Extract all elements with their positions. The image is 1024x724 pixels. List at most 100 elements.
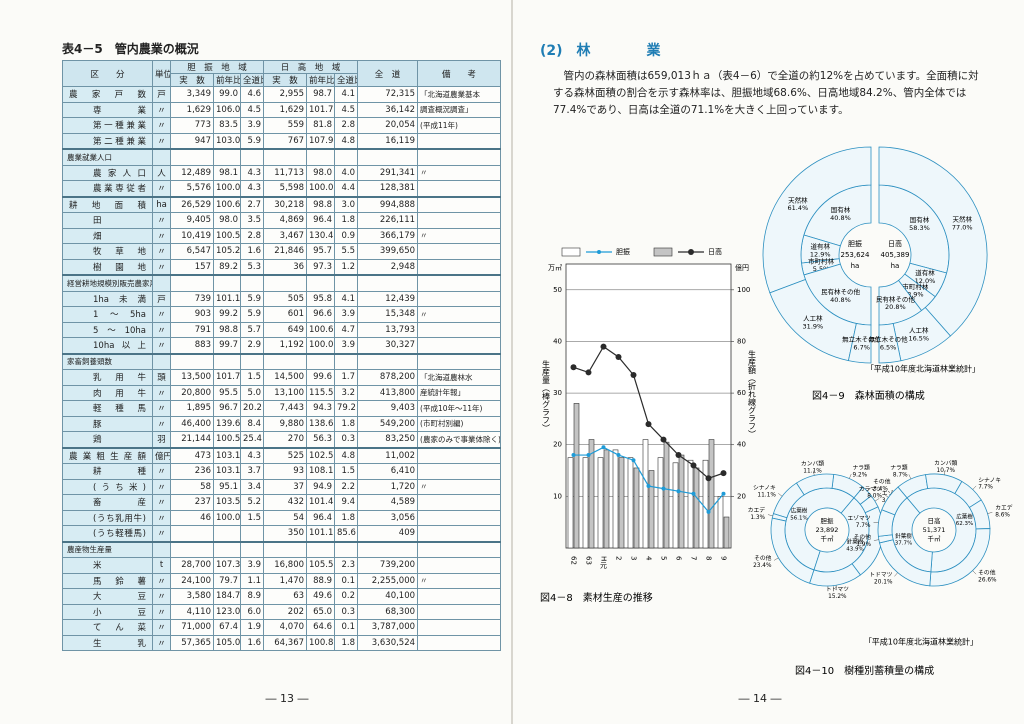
bar [687,459,694,549]
figure-source: 「平成10年度北海道林業統計」 [864,637,978,647]
line-marker [586,453,591,458]
table-cell: 4.8 [334,446,359,464]
slice-name: 国有林 [831,205,851,214]
table-cell: 21,846 [263,243,308,260]
header-cell: 単位 [152,60,171,87]
line-marker [721,491,726,496]
slice-name: 人工林 [909,326,929,335]
slice-name: カラマツ [859,486,882,493]
x-tick-label: 5 [660,556,668,560]
slice-name: 市町村林 [902,282,929,291]
table-cell: 105.5 [306,557,336,574]
table-cell [263,274,308,292]
table-cell: 1.2 [334,258,359,276]
slice-value: 11.1% [757,493,776,499]
table-cell: 2.3 [334,557,359,574]
table-cell: 67.4 [213,619,241,636]
table-cell: 505 [263,290,308,307]
figure-caption: 図4－10 樹種別蓄積量の構成 [795,664,934,677]
table-cell: 9,405 [170,212,214,229]
header-row: 区 分 単位 胆 振 地 域 日 高 地 域 全 道 備 考 [62,60,502,87]
table-cell: 1,895 [170,400,214,417]
figure-caption: 図4－8 素材生産の推移 [540,591,653,604]
table-cell: 農産物生産量 [62,540,153,558]
table-cell: 豚 [62,415,153,432]
table-cell [306,148,336,166]
table-cell: 耕種 [62,463,153,480]
table-cell: 103.5 [213,494,241,511]
table-cell [334,540,359,558]
table-row: 5～10ha 〃 791 98.8 5.7 649 100.6 4.7 13,793 [62,321,502,338]
slice-name: ナラ類 [890,464,908,472]
table-cell: 生乳 [62,634,153,651]
table-cell: 1,629 [263,101,308,118]
table-cell: 409 [357,525,419,542]
table-cell: 95.5 [213,384,241,401]
table-cell: 101.7 [213,369,241,386]
slice-name: その他 [754,554,772,562]
center-unit: 千㎥ [821,534,835,543]
table-row: 鶏羽 21,144 100.5 25.4 270 56.3 0.3 83,250 (農家のみで事… [62,431,502,448]
table-cell: 49.6 [306,588,336,605]
leader-line [849,473,852,479]
table-cell: 1.5 [239,509,265,526]
table-cell: 773 [170,117,214,134]
slice-value: 1.3% [750,515,765,521]
table-cell: 2,948 [357,258,419,276]
table-cell: 11,002 [357,446,419,464]
table-cell [263,352,308,370]
slice-name: ナラ類 [852,463,870,471]
center-total: 51,371 [923,526,946,534]
table-cell: 肉用牛 [62,384,153,401]
legend-marker [688,249,694,255]
table-cell: 1.8 [334,634,359,651]
table-cell: 157 [170,258,214,276]
header-cell: 区 分 [62,60,153,87]
table-cell [417,634,502,651]
table-cell: 経営耕地規模別販売農家戸数 [62,274,153,292]
figure-source: 「平成10年度北海道林業統計」 [866,364,980,374]
leader-line [867,487,872,492]
bar [612,449,619,549]
table-cell: 農家戸数 [62,86,153,103]
slice-value: 8.0% [867,494,882,500]
table-cell [152,540,171,558]
table-cell: 耕地面積 [62,195,153,213]
table-row: 軽種馬〃 1,895 96.7 20.2 7,443 94.3 79.2 9,403 (平成10… [62,400,502,417]
x-tick-label: 63 [585,556,593,565]
table-cell [239,148,265,166]
table-cell: 26,529 [170,195,214,213]
table-row: 馬鈴薯〃 24,100 79.7 1.1 1,470 88.9 0.1 2,255,000 〃 [62,572,502,589]
table-cell: 13,793 [357,321,419,338]
center-name: 胆振 [848,239,862,248]
slice-name: カンバ類 [801,460,824,468]
table-cell: 3,056 [357,509,419,526]
table-cell [417,321,502,338]
table-cell: 1.7 [334,369,359,386]
table-cell: 3.9 [334,306,359,323]
bar [678,454,685,549]
slice-name: シナノキ [753,485,776,492]
page-number: ― 13 ― [265,692,309,705]
x-tick-label: 3 [630,556,638,560]
y-tick-label: 20 [553,441,562,449]
table-cell: 88.9 [306,572,336,589]
slice-value: 56.1% [790,515,807,521]
table-title: 表4－5 管内農業の概況 [62,42,199,56]
slice-value: 11.1% [803,469,822,475]
table-cell [334,274,359,292]
table-cell: ha [152,195,171,213]
table-cell: 649 [263,321,308,338]
y-tick-label: 10 [553,492,562,500]
table-cell: 4.0 [334,164,359,181]
slice-value: 58.3% [909,224,930,232]
slice-value: 77.0% [952,223,973,231]
table-cell: 366,179 [357,227,419,244]
figure-caption: 図4－9 森林面積の構成 [812,389,925,402]
table-cell: 0.1 [334,619,359,636]
slice-name: 国有林 [910,215,930,224]
table-cell: 103.1 [213,446,241,464]
slice [878,323,902,364]
x-tick-label: 9 [720,556,728,560]
